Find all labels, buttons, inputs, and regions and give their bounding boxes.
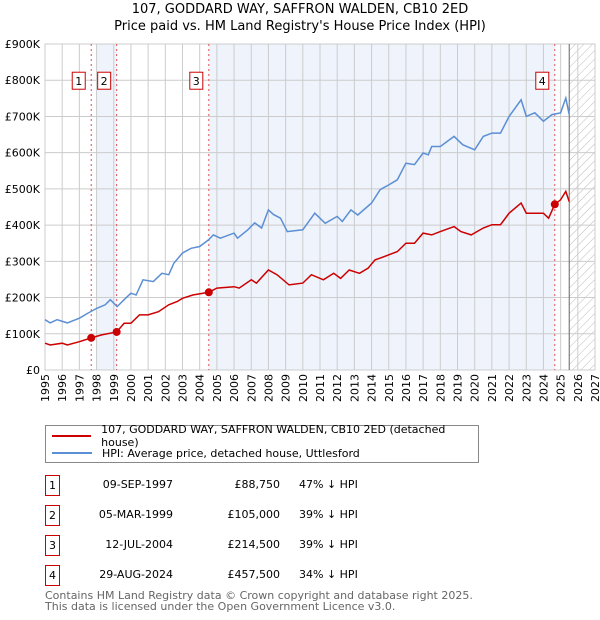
forecast-hatch [569,44,595,370]
shaded-period [96,44,117,370]
legend-swatch-hpi [52,452,92,454]
x-tick-label: 1995 [39,374,52,402]
footer-line-1: Contains HM Land Registry data © Crown c… [45,589,473,602]
x-tick-label: 2005 [211,374,224,402]
sale-price: £88,750 [234,478,281,491]
x-tick-label: 2003 [177,374,190,402]
x-tick-label: 2006 [228,374,241,402]
footer-attribution: Contains HM Land Registry data © Crown c… [45,590,473,612]
sale-point [112,327,121,336]
sale-point [550,200,559,209]
x-tick-label: 2010 [297,374,310,402]
x-tick-label: 2008 [262,374,275,402]
sale-price: £214,500 [227,538,281,551]
sale-marker-badge: 4 [45,565,60,586]
x-tick-label: 2022 [503,374,516,402]
shaded-period [208,44,555,370]
legend-label-hpi: HPI: Average price, detached house, Uttl… [102,446,360,460]
sale-marker-badge: 2 [45,505,60,526]
x-tick-label: 2021 [486,374,499,402]
footer-line-2: This data is licensed under the Open Gov… [45,600,396,613]
x-tick-label: 2013 [348,374,361,402]
sale-label-box [71,71,86,90]
sale-date: 05-MAR-1999 [98,508,173,521]
x-tick-label: 1998 [91,374,104,402]
x-tick-label: 2023 [520,374,533,402]
sale-point [87,333,96,342]
sale-hpi-diff: 34% ↓ HPI [299,568,358,581]
y-tick-label: £200K [5,292,41,305]
table-row: 4 29-AUG-2024 £457,500 34% ↓ HPI [45,565,445,587]
legend-swatch-property [52,435,92,437]
x-tick-label: 1996 [56,374,69,402]
x-tick-label: 2000 [125,374,138,402]
x-tick-label: 2017 [417,374,430,402]
property-price-line [44,189,570,346]
y-tick-label: £100K [5,328,41,341]
x-tick-label: 2020 [469,374,482,402]
legend-item-property: 107, GODDARD WAY, SAFFRON WALDEN, CB10 2… [46,423,478,449]
chart-plot: 1995 1996 1997 1998 1999 2000 2001 2002 2003 2004… [5,38,600,402]
plot-border [44,43,596,371]
x-tick-label: 2007 [245,374,258,402]
table-row: 2 05-MAR-1999 £105,000 39% ↓ HPI [45,505,445,527]
y-tick-label: £900K [5,38,41,51]
sale-label: 2 [101,75,108,88]
x-tick-label: 2012 [331,374,344,402]
x-tick-label: 1999 [108,374,121,402]
sale-hpi-diff: 47% ↓ HPI [299,478,358,491]
chart-title: 107, GODDARD WAY, SAFFRON WALDEN, CB10 2… [131,2,469,17]
sale-marker-badge: 1 [45,475,60,496]
x-tick-label: 1997 [73,374,86,402]
x-tick-label: 2015 [383,374,396,402]
legend-item-hpi: HPI: Average price, detached house, Uttl… [46,445,360,461]
y-tick-label: £400K [5,219,41,232]
legend-label-property: 107, GODDARD WAY, SAFFRON WALDEN, CB10 2… [101,423,446,449]
y-tick-label: £0 [26,364,40,377]
x-tick-label: 2002 [159,374,172,402]
sale-price: £105,000 [227,508,281,521]
x-tick-label: 2026 [572,374,585,402]
x-tick-label: 2024 [537,374,550,402]
table-row: 1 09-SEP-1997 £88,750 47% ↓ HPI [45,475,445,497]
x-tick-label: 2004 [194,374,207,402]
y-tick-label: £600K [5,147,41,160]
x-tick-label: 2001 [142,374,155,402]
x-tick-label: 2018 [434,374,447,402]
y-tick-label: £300K [5,255,41,268]
sale-label: 3 [193,75,200,88]
x-tick-label: 2025 [555,374,568,402]
sale-date: 12-JUL-2004 [105,538,173,551]
y-tick-label: £700K [5,110,41,123]
sale-label-box [97,71,112,90]
x-tick-label: 2027 [589,374,600,402]
chart-subtitle: Price paid vs. HM Land Registry's House … [114,19,486,34]
hpi-line [44,95,570,324]
sale-date: 29-AUG-2024 [99,568,173,581]
sale-hpi-diff: 39% ↓ HPI [299,508,358,521]
sale-hpi-diff: 39% ↓ HPI [299,538,358,551]
y-tick-label: £500K [5,183,41,196]
sale-label-box [535,71,550,90]
table-row: 3 12-JUL-2004 £214,500 39% ↓ HPI [45,535,445,557]
x-tick-label: 2009 [280,374,293,402]
sale-date: 09-SEP-1997 [102,478,173,491]
sale-label-box [189,71,204,90]
sale-price: £457,500 [227,568,281,581]
sale-label: 4 [539,75,546,88]
sale-marker-badge: 3 [45,535,60,556]
sale-point [204,288,213,297]
sale-label: 1 [75,75,82,88]
x-tick-label: 2019 [452,374,465,402]
legend: 107, GODDARD WAY, SAFFRON WALDEN, CB10 2… [45,423,479,463]
y-tick-label: £800K [5,74,41,87]
x-tick-label: 2014 [366,374,379,402]
x-tick-label: 2011 [314,374,327,402]
x-tick-label: 2016 [400,374,413,402]
